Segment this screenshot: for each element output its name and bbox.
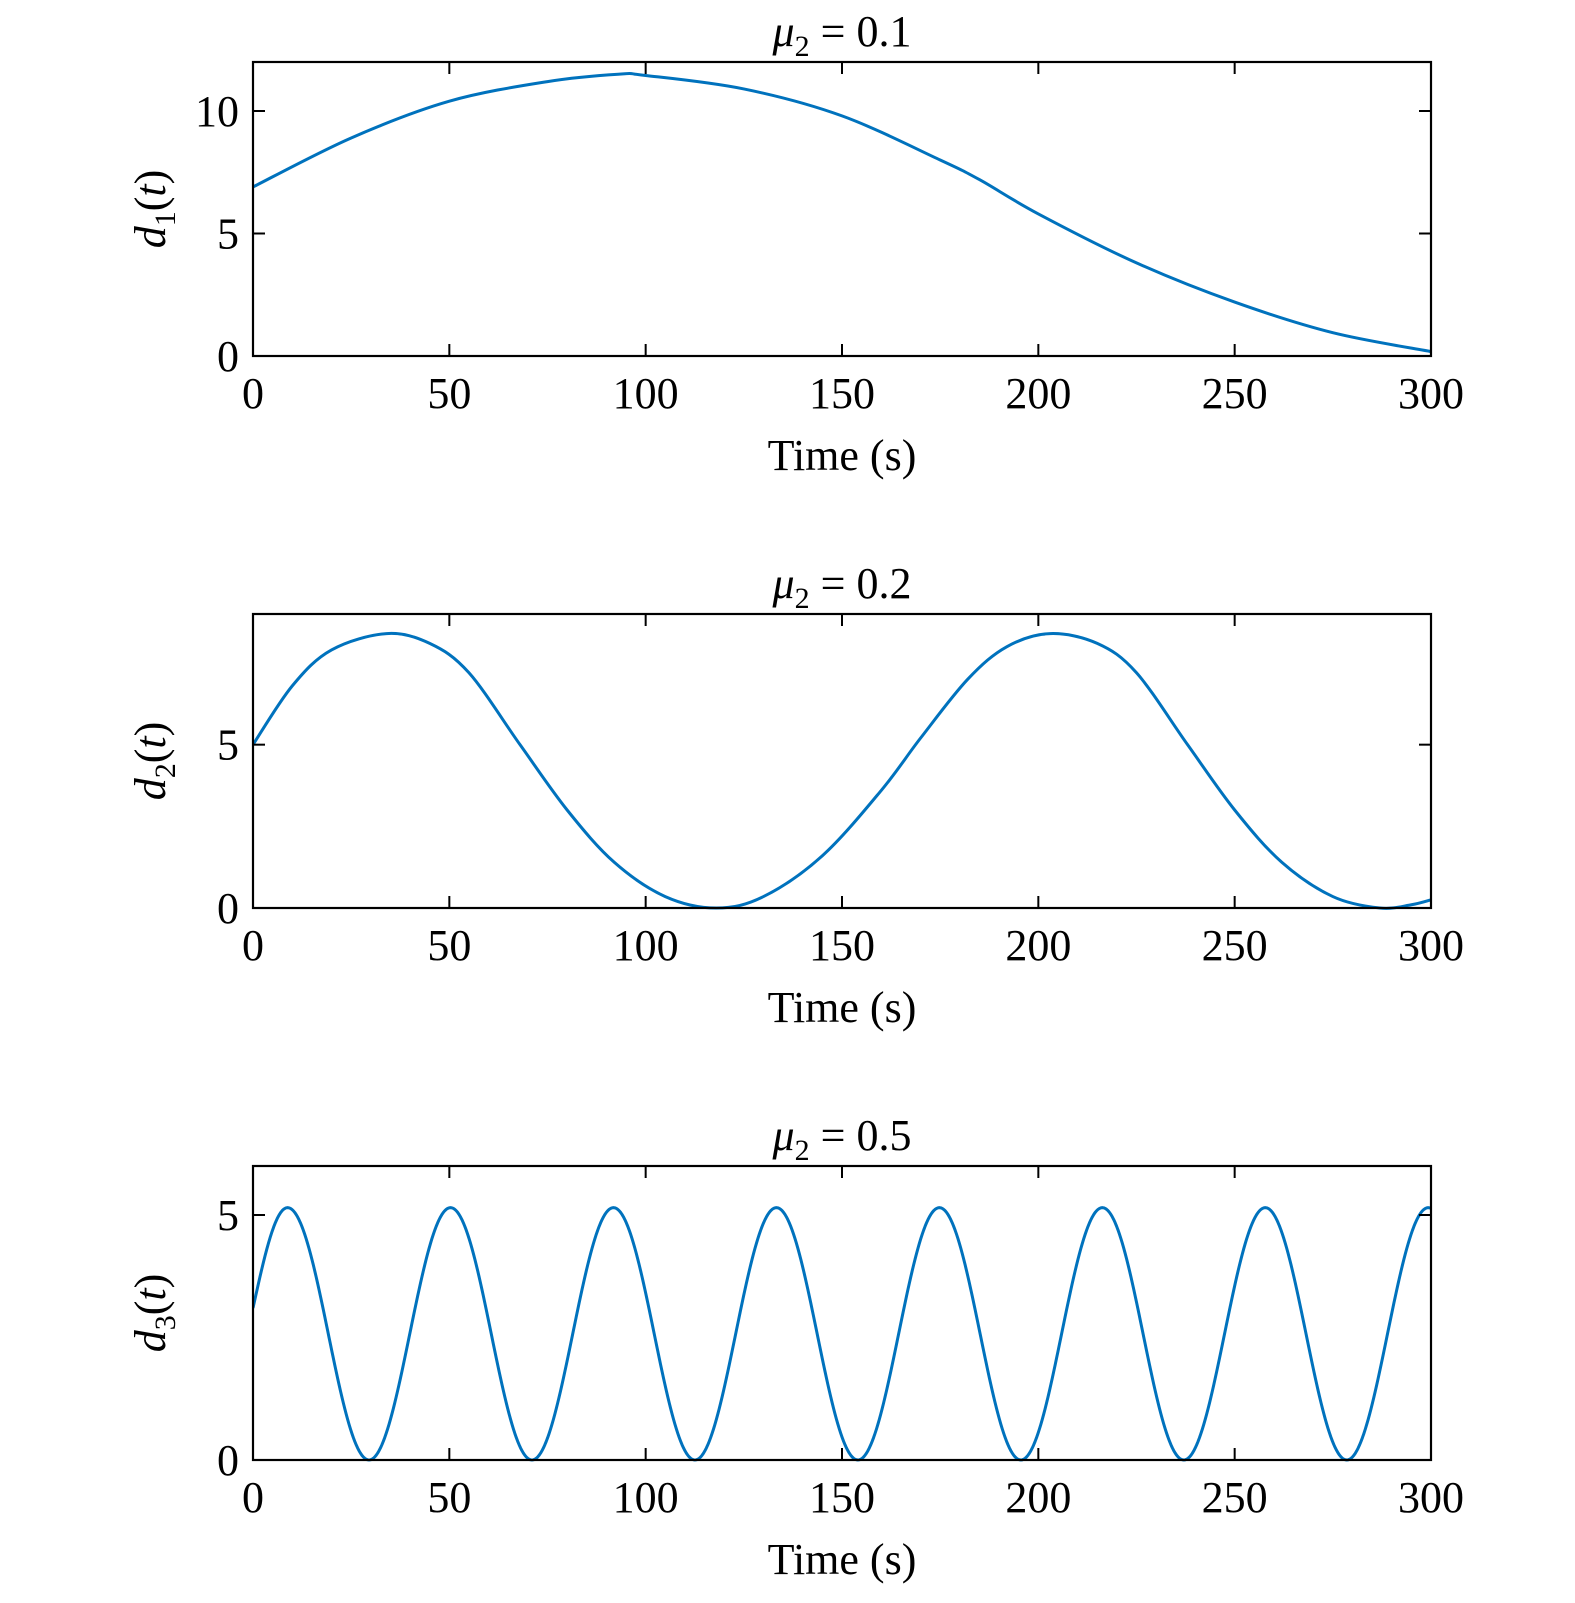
- y-label-paren-close: ): [126, 170, 175, 185]
- y-label-variable: d: [126, 777, 175, 800]
- title-subscript: 2: [795, 582, 810, 615]
- x-tick-label: 150: [809, 921, 875, 970]
- x-tick-label: 50: [427, 1473, 471, 1522]
- chart-title: μ2 = 0.2: [772, 559, 912, 615]
- y-label-paren-open: (: [126, 197, 175, 212]
- x-tick-label: 100: [613, 921, 679, 970]
- x-axis-label: Time (s): [768, 431, 917, 480]
- title-value: = 0.1: [810, 7, 912, 56]
- x-tick-label: 200: [1005, 1473, 1071, 1522]
- y-tick-label: 5: [217, 721, 239, 770]
- x-tick-label: 300: [1398, 1473, 1464, 1522]
- y-label-paren-close: ): [126, 1274, 175, 1289]
- y-tick-label: 5: [217, 1191, 239, 1240]
- x-axis-label: Time (s): [768, 1535, 917, 1584]
- y-label-argument: t: [126, 1287, 175, 1301]
- y-label-argument: t: [126, 183, 175, 197]
- x-tick-label: 150: [809, 1473, 875, 1522]
- y-label-subscript: 3: [149, 1315, 182, 1330]
- y-label-subscript: 1: [149, 211, 182, 226]
- y-axis-label: d3(t): [126, 1274, 182, 1353]
- title-value: = 0.2: [810, 559, 912, 608]
- x-tick-label: 200: [1005, 369, 1071, 418]
- title-subscript: 2: [795, 1134, 810, 1167]
- title-value: = 0.5: [810, 1111, 912, 1160]
- x-tick-label: 250: [1202, 1473, 1268, 1522]
- y-label-subscript: 2: [149, 763, 182, 778]
- y-label-paren-open: (: [126, 1301, 175, 1316]
- title-symbol: μ: [772, 559, 795, 608]
- axes-box: [251, 1164, 1433, 1462]
- x-tick-label: 250: [1202, 369, 1268, 418]
- x-tick-label: 100: [613, 369, 679, 418]
- x-tick-label: 250: [1202, 921, 1268, 970]
- y-label-variable: d: [126, 1329, 175, 1352]
- y-label-variable: d: [126, 225, 175, 248]
- x-tick-label: 100: [613, 1473, 679, 1522]
- x-tick-label: 200: [1005, 921, 1071, 970]
- title-symbol: μ: [772, 7, 795, 56]
- y-label-paren-open: (: [126, 749, 175, 764]
- x-tick-label: 0: [242, 921, 264, 970]
- x-tick-label: 0: [242, 1473, 264, 1522]
- y-tick-label: 10: [195, 87, 239, 136]
- series-line-1-1: [253, 72, 1431, 354]
- y-axis-label: d2(t): [126, 722, 182, 801]
- y-label-argument: t: [126, 735, 175, 749]
- x-tick-label: 300: [1398, 369, 1464, 418]
- y-axis-label: d1(t): [126, 170, 182, 249]
- x-axis-label: Time (s): [768, 983, 917, 1032]
- series-line-2-1: [253, 631, 1431, 910]
- x-tick-label: 150: [809, 369, 875, 418]
- series-line-3-1: [253, 1206, 1431, 1462]
- chart-title: μ2 = 0.1: [772, 7, 912, 63]
- chart-title: μ2 = 0.5: [772, 1111, 912, 1167]
- y-label-paren-close: ): [126, 722, 175, 737]
- x-tick-label: 0: [242, 369, 264, 418]
- axes-box: [251, 612, 1433, 910]
- chart-panel-3: 0 50 100 150 200 250 300 0 5 μ2 = 0.5 Time (s) d3(t…: [126, 1111, 1464, 1584]
- x-tick-label: 50: [427, 921, 471, 970]
- x-tick-label: 50: [427, 369, 471, 418]
- chart-panel-1: 0 50 100 150 200 250 300 0 5 10 μ2 = 0.1 Time (s) d1…: [126, 7, 1464, 480]
- x-tick-label: 300: [1398, 921, 1464, 970]
- title-subscript: 2: [795, 30, 810, 63]
- y-tick-label: 0: [217, 332, 239, 381]
- title-symbol: μ: [772, 1111, 795, 1160]
- y-tick-label: 0: [217, 884, 239, 933]
- y-tick-label: 0: [217, 1436, 239, 1485]
- y-tick-label: 5: [217, 210, 239, 259]
